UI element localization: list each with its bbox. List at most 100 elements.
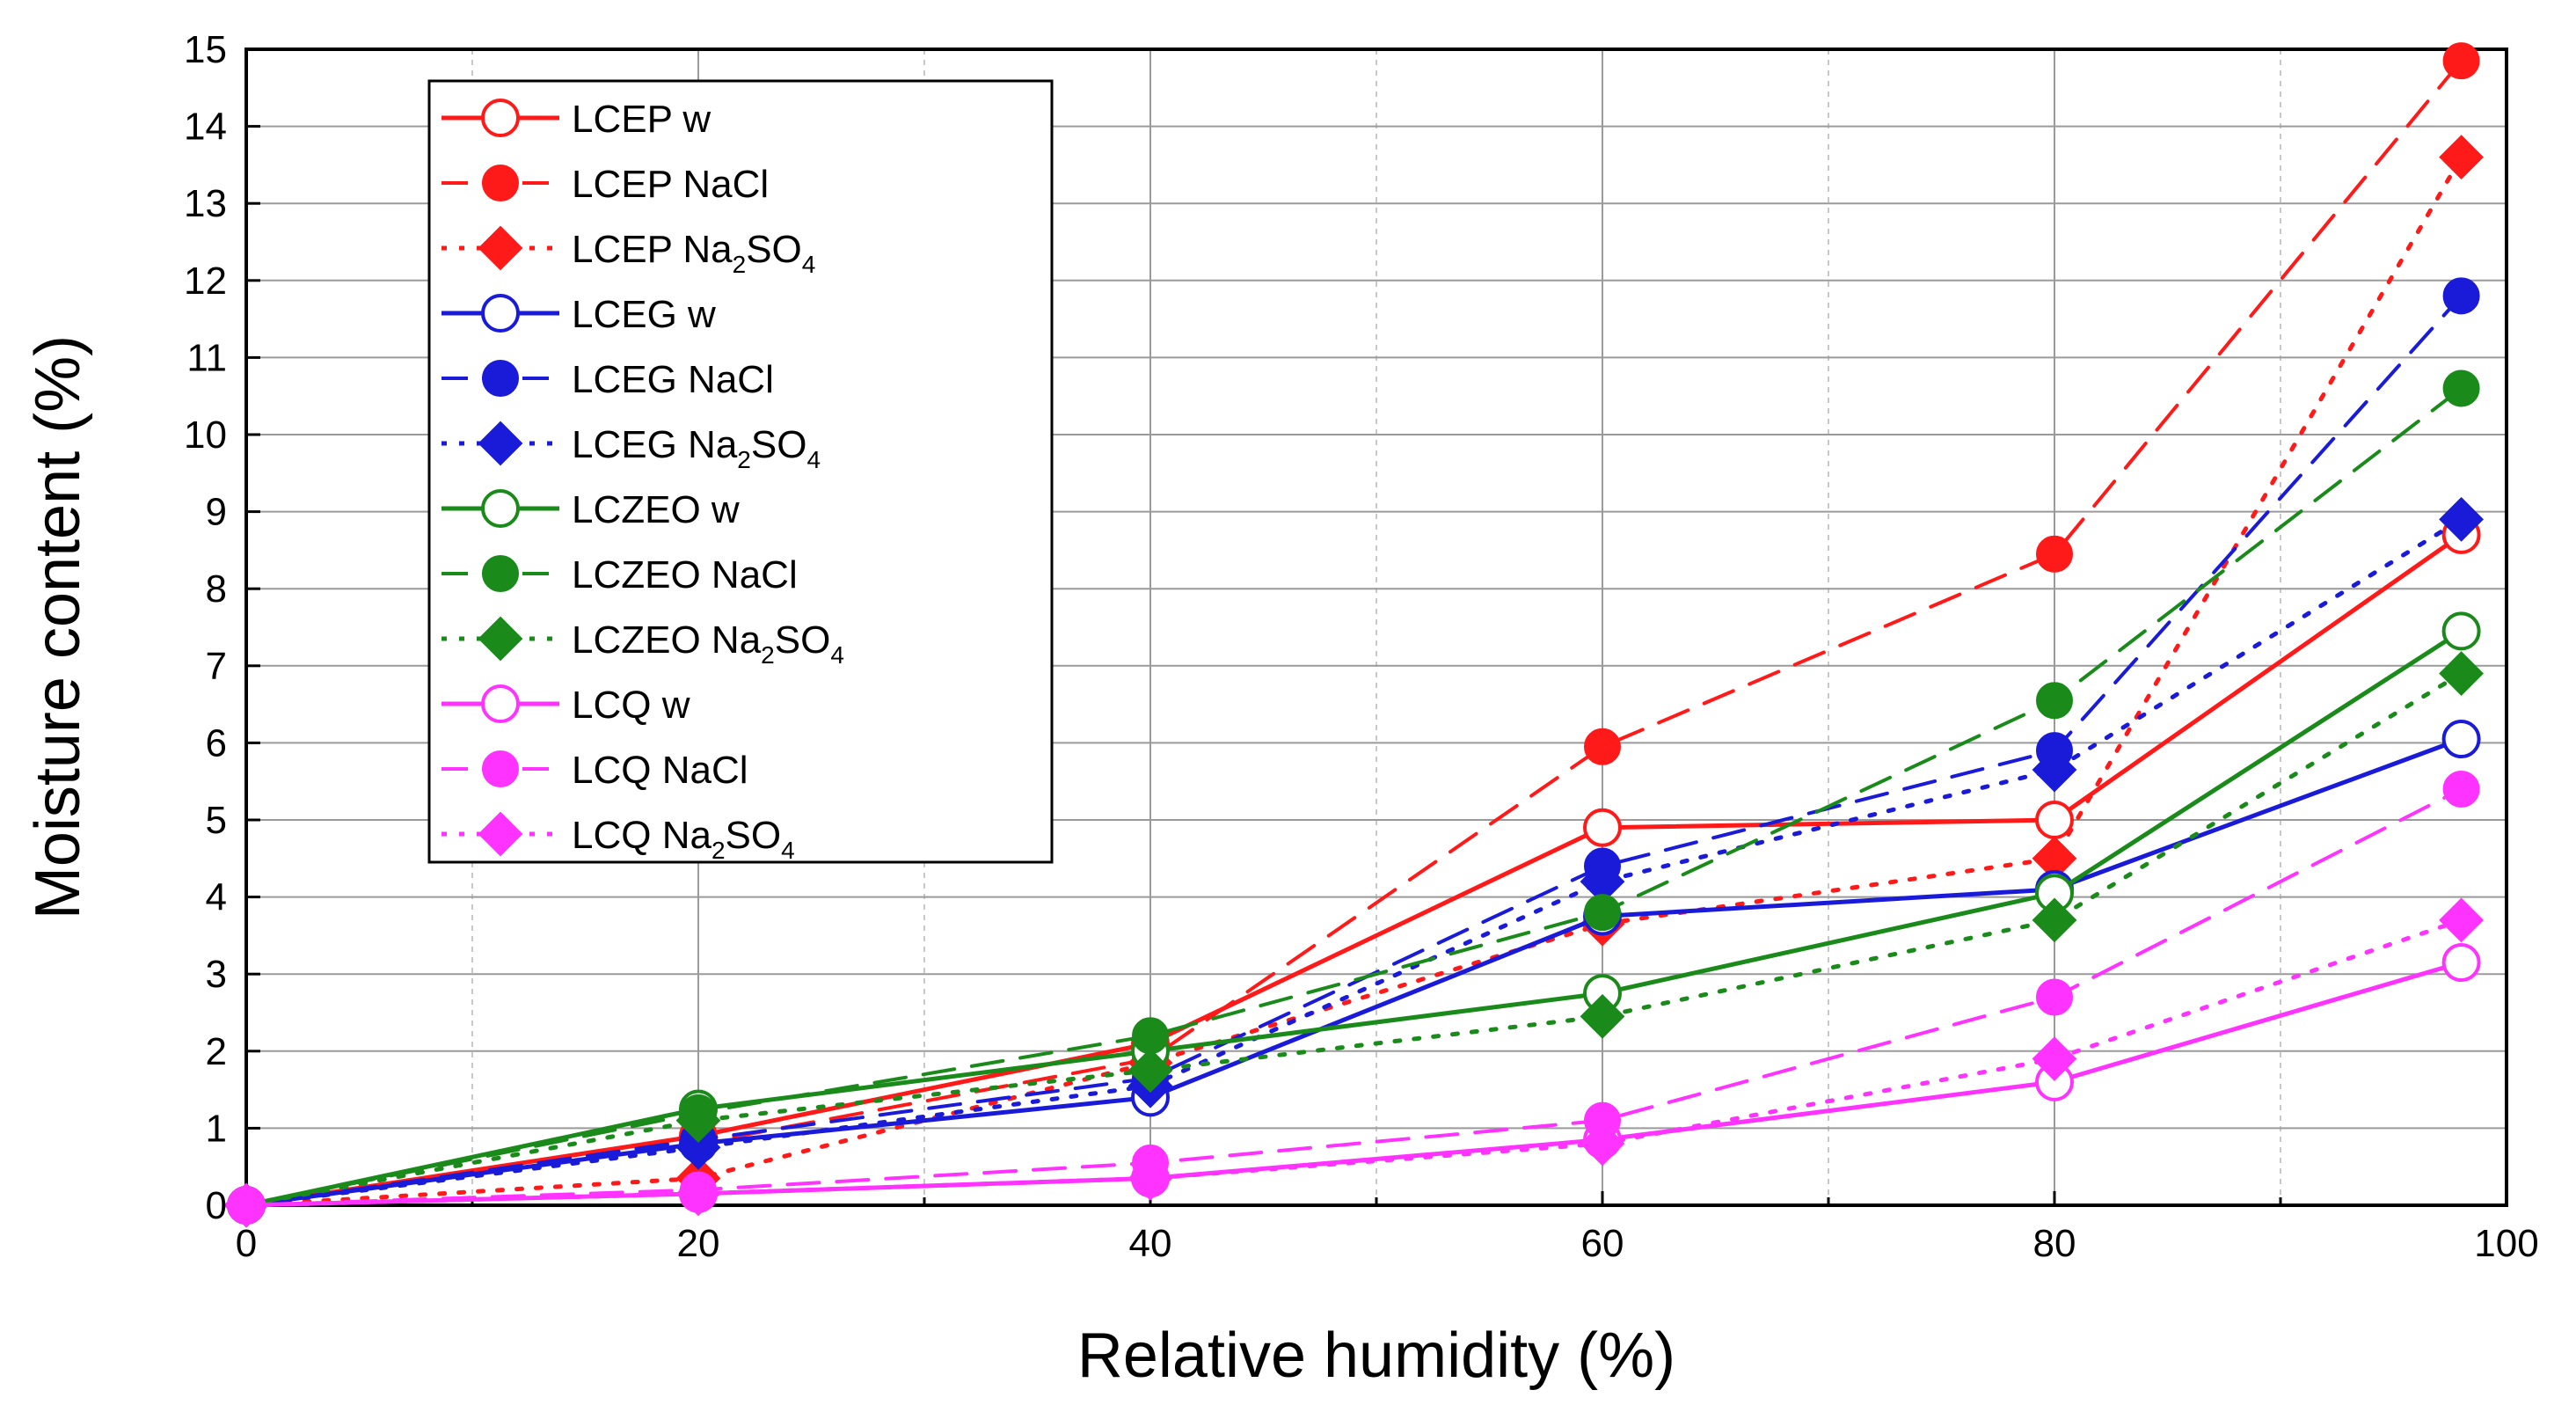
- data-point: [675, 1124, 721, 1170]
- legend-label: LCEP NaCl: [572, 163, 769, 206]
- data-point: [2439, 651, 2485, 696]
- legend-label: LCQ w: [572, 684, 690, 727]
- series-line: [244, 671, 2464, 1208]
- series-line: [244, 960, 2464, 1208]
- data-point: [2439, 135, 2485, 180]
- legend-item: LCEP Na2SO4: [441, 225, 815, 278]
- y-tick-label: 3: [206, 953, 227, 996]
- x-tick-label: 40: [1129, 1222, 1172, 1265]
- series-line: [244, 736, 2464, 1208]
- legend-label: LCQ NaCl: [572, 749, 748, 792]
- legend-label: LCEP Na2SO4: [572, 228, 815, 278]
- x-axis-title: Relative humidity (%): [1077, 1321, 1675, 1391]
- data-point: [1584, 728, 1621, 765]
- legend-label: LCZEO NaCl: [572, 553, 798, 596]
- legend-label: LCEG w: [572, 293, 716, 336]
- series-lcq-na2so4: [223, 897, 2485, 1228]
- legend-label: LCEP w: [572, 98, 711, 141]
- data-point: [478, 811, 523, 857]
- data-point: [1127, 1155, 1173, 1201]
- series-line: [244, 59, 2463, 1207]
- data-point: [482, 555, 519, 592]
- y-tick-label: 15: [184, 28, 227, 71]
- data-point: [2442, 277, 2480, 315]
- x-tick-label: 0: [236, 1222, 257, 1265]
- data-point: [1580, 1121, 1625, 1167]
- data-point: [2032, 1036, 2077, 1081]
- y-tick-label: 8: [206, 567, 227, 611]
- y-tick-label: 2: [206, 1030, 227, 1073]
- series-line: [244, 532, 2464, 1208]
- y-tick-label: 12: [184, 260, 227, 303]
- series-line: [244, 786, 2463, 1207]
- data-point: [2036, 682, 2073, 720]
- data-point: [481, 99, 520, 137]
- x-tick-label: 20: [677, 1222, 720, 1265]
- x-tick-label: 80: [2033, 1222, 2076, 1265]
- legend-item: LCQ w: [441, 684, 690, 727]
- data-point: [481, 294, 520, 333]
- y-tick-label: 7: [206, 645, 227, 688]
- data-point: [223, 1182, 269, 1228]
- legend-item: LCEP NaCl: [441, 163, 769, 206]
- y-tick-label: 11: [186, 336, 227, 379]
- legend-item: LCQ Na2SO4: [441, 811, 795, 864]
- legend-box: [427, 79, 1054, 864]
- y-tick-label: 6: [206, 721, 227, 765]
- legend-item: LCQ NaCl: [441, 749, 748, 792]
- data-point: [675, 1171, 721, 1217]
- data-point: [2439, 496, 2485, 542]
- legend-item: LCEP w: [441, 98, 711, 141]
- legend-item: LCEG Na2SO4: [441, 421, 821, 473]
- y-tick-label: 13: [184, 182, 227, 225]
- y-tick-label: 9: [206, 491, 227, 534]
- series-layer: [223, 42, 2485, 1228]
- y-tick-label: 1: [206, 1107, 227, 1150]
- data-point: [482, 165, 519, 201]
- series-line: [244, 628, 2464, 1208]
- x-tick-label: 100: [2474, 1222, 2538, 1265]
- data-point: [2036, 535, 2073, 573]
- data-point: [2442, 369, 2480, 407]
- data-point: [478, 616, 523, 662]
- legend-item: LCZEO w: [441, 488, 740, 531]
- data-point: [2441, 943, 2481, 983]
- legend-label: LCEG NaCl: [572, 358, 774, 401]
- y-tick-label: 5: [206, 799, 227, 842]
- data-point: [481, 489, 520, 528]
- data-point: [2442, 770, 2480, 808]
- series-line: [244, 516, 2464, 1208]
- data-point: [1132, 1017, 1169, 1055]
- legend-label: LCZEO w: [572, 488, 740, 531]
- legend-label: LCQ Na2SO4: [572, 814, 795, 864]
- data-point: [1584, 894, 1621, 932]
- data-point: [481, 684, 520, 723]
- data-point: [478, 421, 523, 466]
- legend-item: LCZEO NaCl: [441, 553, 798, 596]
- data-point: [2439, 897, 2485, 943]
- data-point: [2035, 801, 2074, 839]
- data-point: [2032, 747, 2077, 793]
- data-point: [1580, 993, 1625, 1039]
- legend-label: LCZEO Na2SO4: [572, 618, 844, 669]
- data-point: [1127, 1048, 1173, 1094]
- legend-item: LCEG NaCl: [441, 358, 774, 401]
- data-point: [478, 225, 523, 271]
- legend-label: LCEG Na2SO4: [572, 423, 821, 473]
- data-point: [482, 750, 519, 787]
- series-line: [244, 294, 2463, 1207]
- series-lcq-w: [227, 943, 2481, 1225]
- y-tick-label: 0: [206, 1184, 227, 1227]
- data-point: [1583, 808, 1622, 847]
- y-tick-label: 10: [184, 413, 227, 457]
- data-point: [2036, 978, 2073, 1016]
- x-tick-label: 60: [1581, 1222, 1624, 1265]
- legend-item: LCEG w: [441, 293, 716, 336]
- data-point: [2441, 720, 2481, 759]
- y-axis-title: Moisture content (%): [23, 335, 93, 919]
- y-tick-label: 4: [206, 876, 227, 919]
- y-tick-label: 14: [184, 106, 227, 149]
- data-point: [2441, 611, 2481, 651]
